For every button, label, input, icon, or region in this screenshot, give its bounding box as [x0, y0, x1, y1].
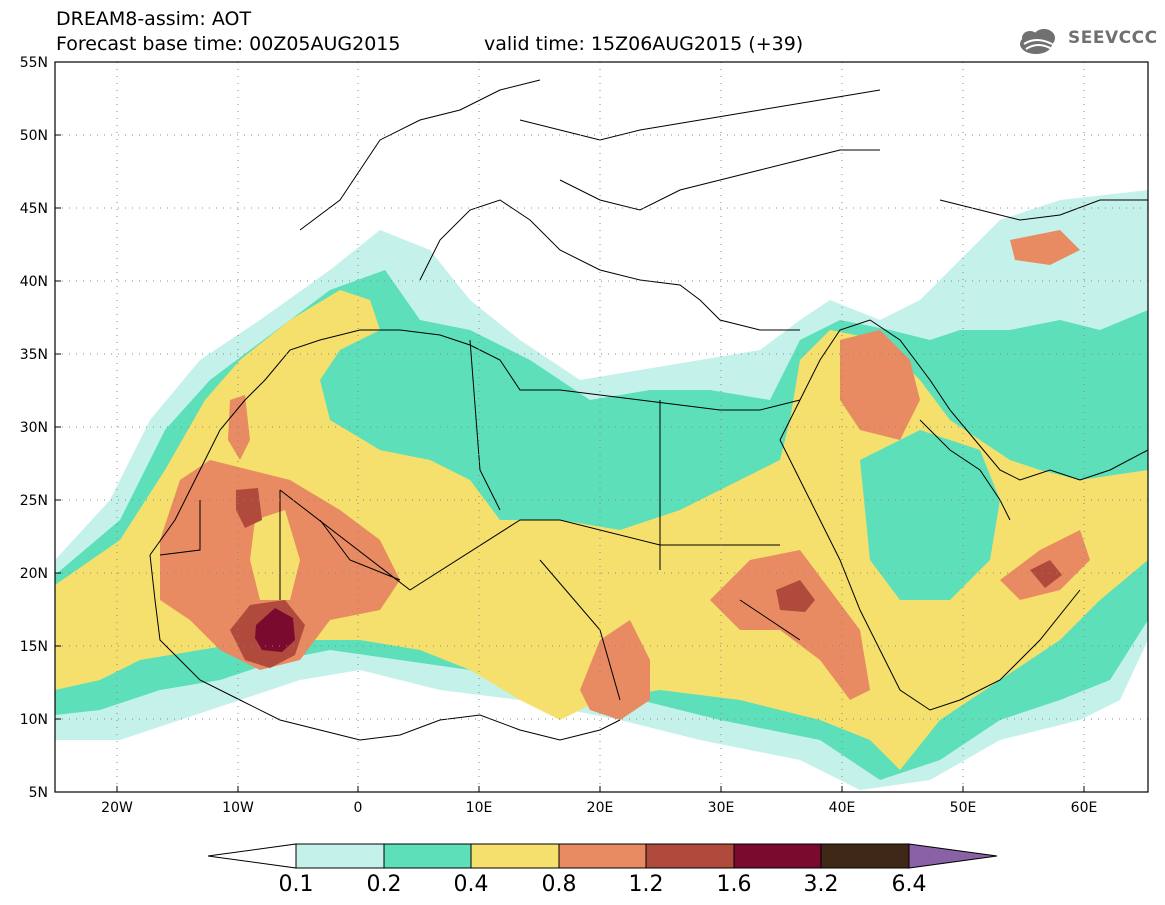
lat-tick: 20N — [20, 566, 48, 582]
lat-tick: 15N — [20, 639, 48, 655]
colorbar-label: 3.2 — [803, 872, 839, 897]
colorbar-label: 0.2 — [366, 872, 402, 897]
logo-text: SEEVCCC — [1068, 28, 1158, 48]
colorbar-swatch — [470, 843, 560, 869]
colorbar-label: 0.8 — [541, 872, 577, 897]
lon-tick: 0 — [354, 800, 363, 816]
lat-tick: 10N — [20, 712, 48, 728]
colorbar-swatch — [383, 843, 472, 869]
colorbar — [207, 843, 998, 869]
lon-tick: 10E — [466, 800, 493, 816]
lon-tick: 20W — [101, 800, 133, 816]
lat-tick: 35N — [20, 347, 48, 363]
lat-tick: 50N — [20, 128, 48, 144]
colorbar-swatch — [645, 843, 735, 869]
cloud-logo-icon — [1020, 29, 1055, 54]
lon-tick: 10W — [222, 800, 254, 816]
coastlines — [149, 79, 1148, 741]
forecast-base-time: Forecast base time: 00Z05AUG2015 — [56, 33, 401, 55]
lon-tick: 30E — [708, 800, 735, 816]
lat-tick: 30N — [20, 420, 48, 436]
colorbar-label: 0.1 — [278, 872, 314, 897]
valid-time: valid time: 15Z06AUG2015 (+39) — [484, 33, 804, 55]
lat-tick: 45N — [20, 201, 48, 217]
colorbar-label: 6.4 — [891, 872, 927, 897]
colorbar-label: 1.6 — [716, 872, 752, 897]
lon-tick: 40E — [829, 800, 856, 816]
colorbar-under-arrow — [207, 843, 297, 869]
colorbar-swatch — [558, 843, 647, 869]
graticule — [55, 62, 1148, 792]
lon-tick: 20E — [587, 800, 614, 816]
colorbar-label: 0.4 — [453, 872, 489, 897]
lat-tick: 55N — [20, 55, 48, 71]
colorbar-swatch — [295, 843, 385, 869]
colorbar-swatch — [733, 843, 822, 869]
lon-tick: 60E — [1071, 800, 1098, 816]
lat-tick: 25N — [20, 493, 48, 509]
lat-tick: 40N — [20, 274, 48, 290]
colorbar-label: 1.2 — [628, 872, 664, 897]
colorbar-swatch — [820, 843, 910, 869]
aot-contour-1.6 — [255, 608, 295, 652]
colorbar-over-arrow — [908, 843, 998, 869]
lat-tick: 5N — [29, 785, 48, 801]
map-title: DREAM8-assim: AOT — [56, 8, 252, 30]
lon-tick: 50E — [950, 800, 977, 816]
